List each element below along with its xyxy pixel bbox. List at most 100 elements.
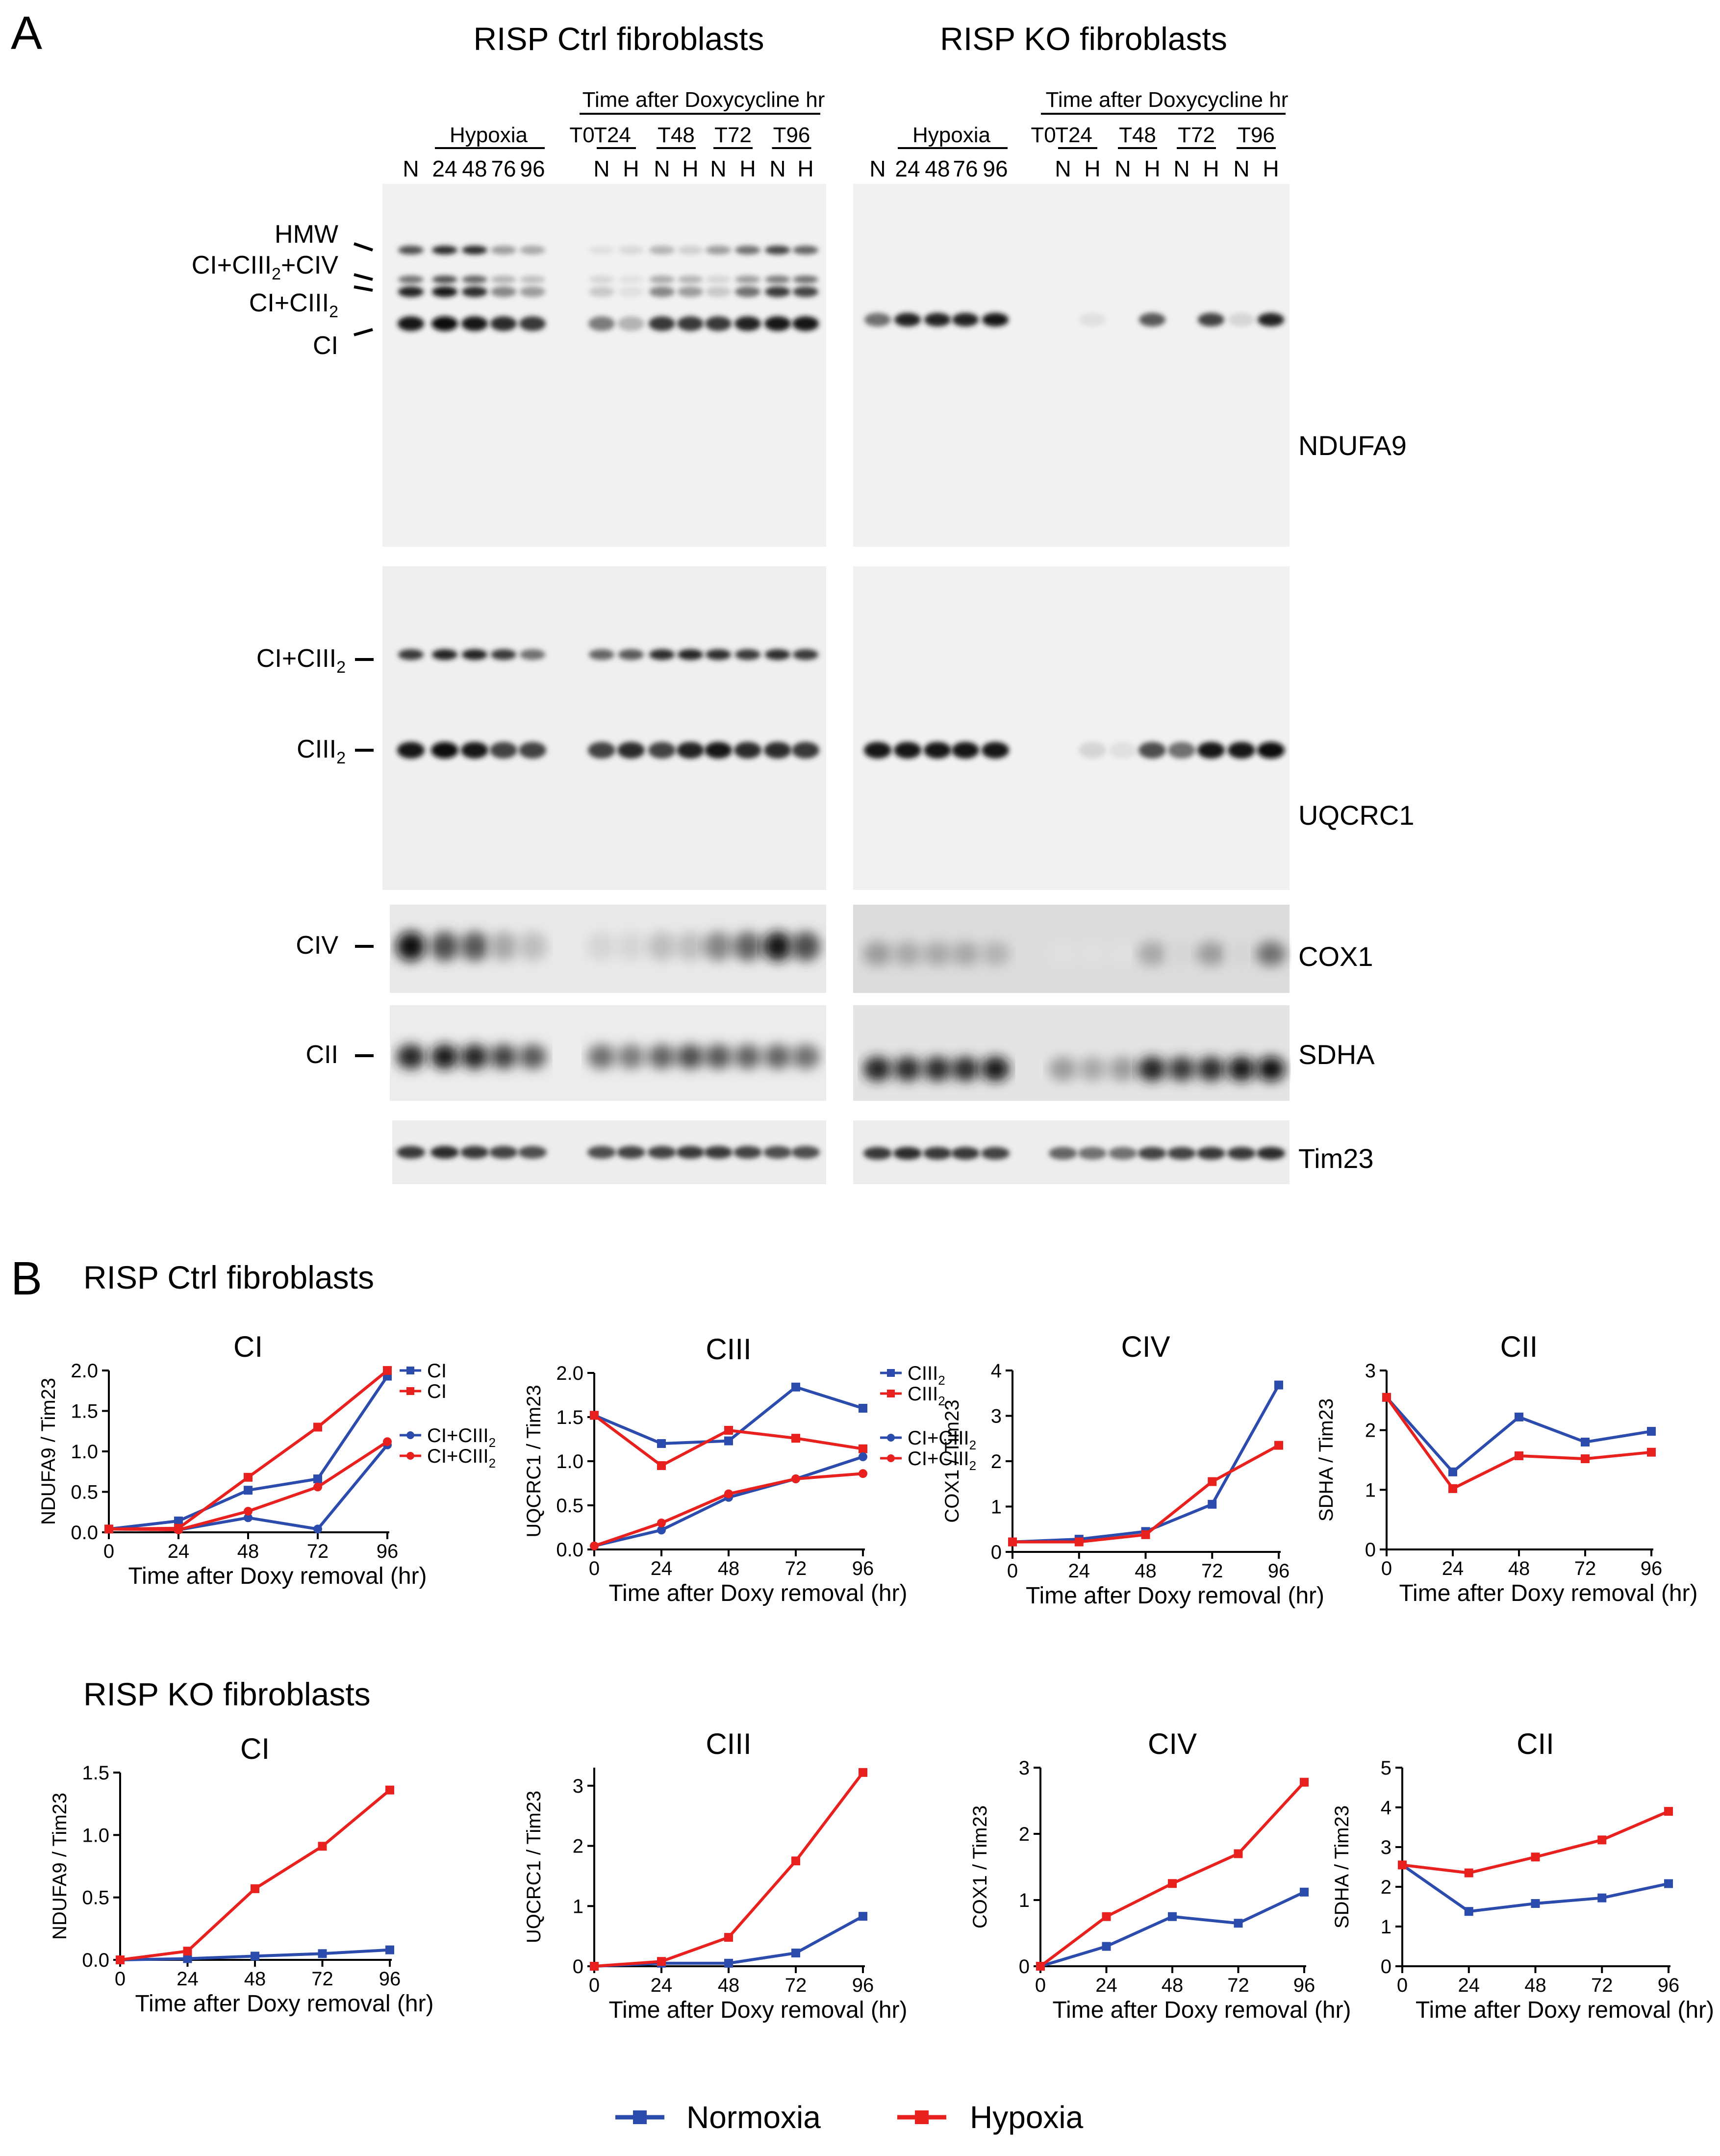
series-legend-label-ctrl-ci-3: CI+CIII2 [427, 1446, 496, 1471]
lane-label-ko-8: N [1114, 156, 1131, 181]
x-tick-label-ctrl-civ-72: 72 [1201, 1560, 1223, 1582]
chart-ko-civ: CIV 0 24 48 72 96 0 1 2 3 Time after Doxy removal … [969, 1727, 1351, 2023]
ndufa9-ctrl-ci-ciii2-lane-13 [793, 286, 818, 297]
point-ko-ciii-1-48 [724, 1933, 733, 1942]
series-line-ctrl-cii-0 [1385, 1396, 1652, 1473]
point-ctrl-ciii-3-0 [590, 1541, 599, 1550]
chart-ko-ci: CI 0 24 48 72 96 0.0 0.5 1.0 1.5 Time after Doxy r… [49, 1732, 434, 2017]
lane-label-ko-1: N [869, 156, 885, 181]
chart-title-ko-civ: CIV [1148, 1727, 1197, 1760]
band-label-civ: CIV [296, 931, 338, 960]
uqcrc1-tick-marks [355, 658, 374, 752]
point-ko-ci-1-72 [318, 1842, 327, 1851]
lane-label-ctrl-8: N [654, 156, 670, 181]
lane-label-ko-11: H [1203, 156, 1219, 181]
chart-title-ko-ciii: CIII [706, 1727, 751, 1760]
ndufa9-ctrl-ci-ciii2-lane-7 [618, 286, 644, 297]
uqcrc1-ko-ciii2-lane-1 [864, 742, 891, 759]
cox1-ctrl-civ-lane-13 [791, 932, 820, 961]
lane-label-ko-5: 96 [983, 156, 1008, 181]
uqcrc1-ctrl-ciii2-lane-13 [792, 742, 819, 759]
band-label-cii: CII [306, 1040, 338, 1069]
cox1-ko-civ-lane-5 [981, 941, 1010, 966]
cox1-ko-civ-lane-8 [1108, 941, 1138, 966]
point-ctrl-ciii-3-24 [657, 1519, 666, 1527]
cox1-ko-civ-lane-9 [1138, 941, 1167, 966]
y-tick-label-ctrl-cii-2: 2 [1365, 1420, 1376, 1442]
y-tick-label-ctrl-ci-1.5: 1.5 [71, 1401, 98, 1422]
point-ko-ci-1-96 [385, 1785, 394, 1795]
lane-label-ctrl-5: 96 [520, 156, 545, 181]
chart-title-ko-cii: CII [1517, 1727, 1554, 1760]
point-ctrl-ci-0-48 [244, 1486, 253, 1495]
lane-label-ctrl-12: N [769, 156, 785, 181]
point-ko-ciii-1-24 [657, 1957, 666, 1966]
point-ko-civ-0-96 [1300, 1887, 1309, 1897]
panel-b-letter: B [11, 1252, 42, 1305]
y-axis-label-ko-cii: SDHA / Tim23 [1331, 1805, 1353, 1928]
uqcrc1-ko-ciii2-lane-13 [1257, 742, 1285, 759]
ndufa9-ctrl-ci-lane-13 [792, 316, 819, 331]
band-label-ci-ciii2: CI+CIII2 [249, 289, 338, 321]
tim23-ko-lane-5 [981, 1147, 1010, 1160]
sdha-ko-cii-lane-8 [1109, 1057, 1137, 1081]
lane-label-ctrl-10: N [710, 156, 726, 181]
ndufa9-ctrl-hmw-lane-10 [706, 246, 731, 254]
ctrl-charts-title: RISP Ctrl fibroblasts [83, 1259, 374, 1295]
point-ko-civ-1-48 [1168, 1879, 1177, 1888]
tim23-ko-lane-11 [1197, 1147, 1225, 1160]
sdha-ko-cii-lane-1 [863, 1057, 892, 1081]
x-tick-label-ctrl-ciii-48: 48 [718, 1558, 740, 1579]
x-tick-label-ctrl-ci-96: 96 [377, 1541, 399, 1562]
time-group-t72-ko: T72 [1178, 123, 1215, 147]
point-ctrl-civ-1-96 [1274, 1441, 1283, 1450]
ndufa9-band-labels: HMW CI+CIII2+CIV CI+CIII2 CI [192, 220, 373, 360]
ndufa9-ctrl-hmw-lane-11 [735, 246, 760, 254]
ndufa9-ctrl-ci-ciii2-civ-lane-6 [589, 276, 614, 283]
series-line-ko-civ-0 [1040, 1891, 1305, 1968]
series-legend-label-ctrl-ciii-2: CI+CIII2 [908, 1427, 976, 1452]
antibody-sdha: SDHA [1298, 1039, 1375, 1070]
time-group-t0-ko: T0 [1031, 123, 1056, 147]
tim23-ctrl-lane-13 [791, 1146, 820, 1159]
lane-label-ctrl-4: 76 [491, 156, 516, 181]
point-ctrl-ci-1-48 [244, 1472, 253, 1482]
y-tick-label-ko-cii-5: 5 [1381, 1757, 1391, 1779]
chart-ctrl-cii: CII 0 24 48 72 96 0 1 2 3 Time after Doxy removal … [1315, 1330, 1698, 1606]
point-ko-cii-1-48 [1531, 1852, 1540, 1862]
sdha-ko-cii-lane-10 [1167, 1057, 1196, 1081]
point-ctrl-cii-0-24 [1448, 1467, 1457, 1476]
lane-label-ko-2: 24 [895, 156, 920, 181]
uqcrc1-ctrl-ciii2-lane-3 [461, 742, 488, 759]
y-tick-label-ctrl-civ-0: 0 [991, 1542, 1002, 1563]
uqcrc1-ko-ciii2-lane-9 [1138, 742, 1166, 759]
cox1-ctrl-civ-lane-4 [489, 932, 518, 961]
point-ko-civ-1-72 [1234, 1849, 1243, 1858]
lane-label-ctrl-7: H [623, 156, 639, 181]
ndufa9-ko-ci-lane-9 [1139, 313, 1165, 327]
y-tick-label-ctrl-civ-2: 2 [991, 1451, 1002, 1472]
uqcrc1-ko-ciii2-lane-4 [952, 742, 979, 759]
tim23-ko-lane-10 [1167, 1147, 1196, 1160]
tim23-ctrl-lane-7 [617, 1146, 645, 1159]
series-line-ko-cii-1 [1402, 1810, 1669, 1875]
tim23-ko-lane-4 [951, 1147, 980, 1160]
uqcrc1-ctrl-ci-ciii2-lane-4 [491, 649, 516, 660]
tim23-ko-lane-1 [863, 1147, 892, 1160]
y-tick-label-ko-ciii-2: 2 [573, 1836, 583, 1857]
sdha-ctrl-cii-lane-6 [587, 1044, 616, 1069]
uqcrc1-ctrl-ciii2-lane-6 [588, 742, 615, 759]
ko-blot-title: RISP KO fibroblasts [940, 21, 1227, 57]
y-tick-label-ko-civ-3: 3 [1019, 1757, 1030, 1779]
doxy-label-ctrl: Time after Doxycycline hr [582, 88, 825, 112]
ndufa9-ctrl-ci-lane-9 [677, 316, 704, 331]
uqcrc1-ctrl-ci-ciii2-lane-13 [793, 649, 818, 660]
point-ctrl-ciii-3-48 [724, 1489, 733, 1498]
point-ko-ci-1-48 [251, 1884, 259, 1893]
series-legend-marker-ctrl-ci-1 [406, 1387, 414, 1395]
cox1-ko-civ-lane-2 [893, 941, 922, 966]
x-tick-label-ko-cii-48: 48 [1524, 1975, 1546, 1996]
sdha-ctrl-cii-lane-11 [734, 1044, 762, 1069]
x-tick-label-ctrl-ciii-0: 0 [589, 1558, 600, 1579]
